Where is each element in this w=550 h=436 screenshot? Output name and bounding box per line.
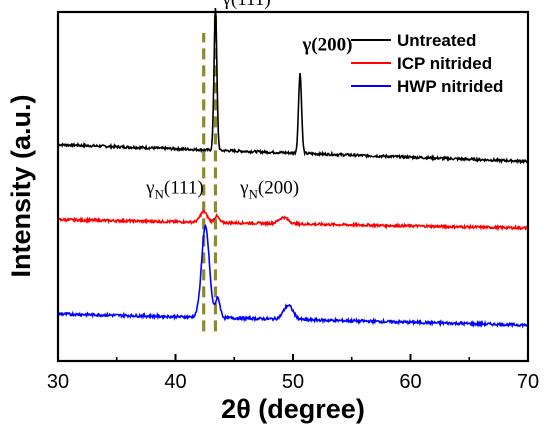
x-axis-label: 2θ (degree) [221, 394, 365, 424]
legend-label-3: HWP nitrided [397, 77, 503, 96]
annotation-1: γ(200) [301, 34, 352, 55]
x-tick-label-30: 30 [47, 371, 69, 393]
peak-annotations: γ(111) γ(200) γN(111) γN(200) [145, 0, 352, 201]
y-axis-label: Intensity (a.u.) [6, 94, 36, 277]
legend-label-2: ICP nitrided [397, 54, 492, 73]
x-tick-label-50: 50 [282, 371, 304, 393]
series-line-hwp-nitrided [57, 223, 529, 329]
series-lines [57, 7, 529, 329]
x-tick-label-40: 40 [164, 371, 186, 393]
x-tick-label-60: 60 [399, 371, 421, 393]
legend-label-1: Untreated [397, 31, 476, 50]
annotation-gamma-n-3: γN(200) [239, 177, 299, 201]
x-axis-ticks: 30 40 50 60 70 [47, 354, 539, 393]
reference-lines [202, 15, 218, 332]
series-line-untreated [58, 7, 528, 165]
annotation-gamma-n-2: γN(111) [145, 177, 204, 201]
x-tick-label-70: 70 [517, 371, 539, 393]
series-line-icp-nitrided [58, 208, 529, 232]
annotation-0: γ(111) [222, 0, 271, 10]
legend: Untreated ICP nitrided HWP nitrided [351, 31, 503, 96]
